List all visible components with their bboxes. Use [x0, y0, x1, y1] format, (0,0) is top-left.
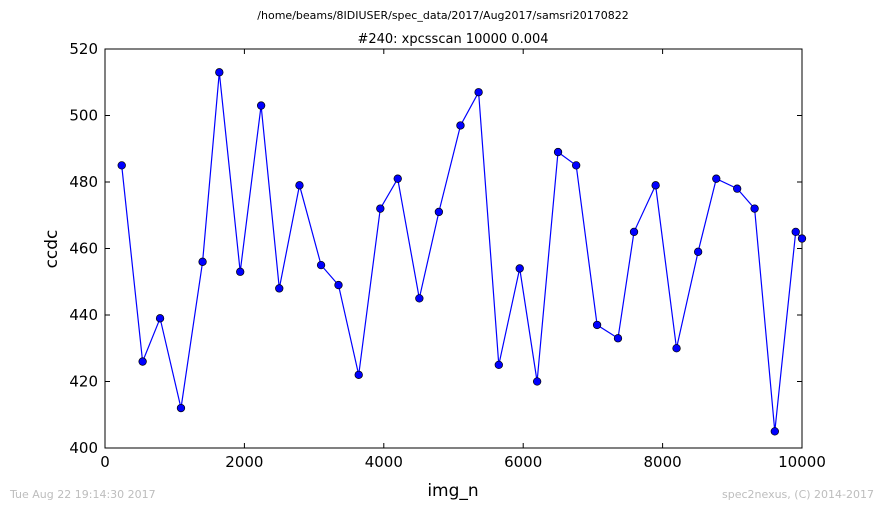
data-point	[334, 280, 343, 290]
data-point	[215, 68, 224, 77]
data-point	[532, 377, 542, 386]
data-point	[553, 147, 563, 157]
x-tick-label: 8000	[644, 453, 682, 471]
data-point	[354, 370, 363, 380]
data-point	[415, 294, 424, 303]
data-point	[456, 121, 465, 130]
series-line	[121, 72, 803, 432]
data-point	[295, 181, 304, 190]
y-tick-label: 460	[69, 240, 98, 258]
data-point	[750, 204, 759, 213]
data-point	[672, 344, 681, 353]
data-point	[592, 320, 602, 330]
footer-timestamp: Tue Aug 22 19:14:30 2017	[9, 488, 156, 501]
y-axis: 400 420 440 460 480 500 520	[69, 40, 802, 457]
data-point	[138, 357, 147, 366]
x-axis-label: img_n	[427, 481, 478, 501]
y-tick-label: 400	[69, 439, 98, 457]
x-axis: 0 2000 4000 6000 8000 10000	[100, 49, 826, 471]
plot-area	[104, 48, 803, 449]
data-point	[176, 403, 186, 413]
data-point	[198, 257, 207, 266]
y-tick-label: 420	[69, 373, 98, 391]
data-point	[572, 161, 581, 170]
data-point	[236, 267, 245, 276]
data-point	[117, 161, 126, 170]
data-point	[770, 427, 779, 436]
y-tick-label: 520	[69, 40, 98, 58]
chart-suptitle: /home/beams/8IDIUSER/spec_data/2017/Aug2…	[257, 9, 628, 22]
y-tick-label: 500	[69, 107, 98, 125]
y-tick-label: 440	[69, 306, 98, 324]
data-point	[797, 234, 807, 243]
data-point	[393, 174, 402, 183]
data-point	[515, 264, 524, 273]
data-point	[376, 204, 385, 213]
data-point	[791, 227, 800, 237]
data-point	[275, 284, 284, 293]
x-tick-label: 10000	[778, 453, 826, 471]
x-tick-label: 2000	[225, 453, 263, 471]
y-axis-label: ccdc	[42, 230, 62, 269]
data-series	[117, 68, 807, 436]
data-point	[733, 184, 742, 193]
y-tick-label: 480	[69, 173, 98, 191]
data-point	[434, 207, 444, 217]
data-point	[256, 101, 266, 110]
x-tick-label: 6000	[504, 453, 542, 471]
footer-credit: spec2nexus, (C) 2014-2017	[722, 488, 874, 501]
data-point	[651, 181, 660, 190]
chart-title: #240: xpcsscan 10000 0.004	[357, 32, 548, 47]
data-point	[316, 260, 326, 270]
data-point	[494, 360, 503, 370]
x-tick-label: 0	[100, 453, 110, 471]
data-point	[155, 314, 165, 323]
data-point	[474, 88, 483, 97]
data-point	[629, 227, 639, 237]
x-tick-label: 4000	[365, 453, 403, 471]
data-point	[613, 334, 623, 343]
data-point	[712, 174, 721, 183]
data-point	[693, 247, 703, 256]
